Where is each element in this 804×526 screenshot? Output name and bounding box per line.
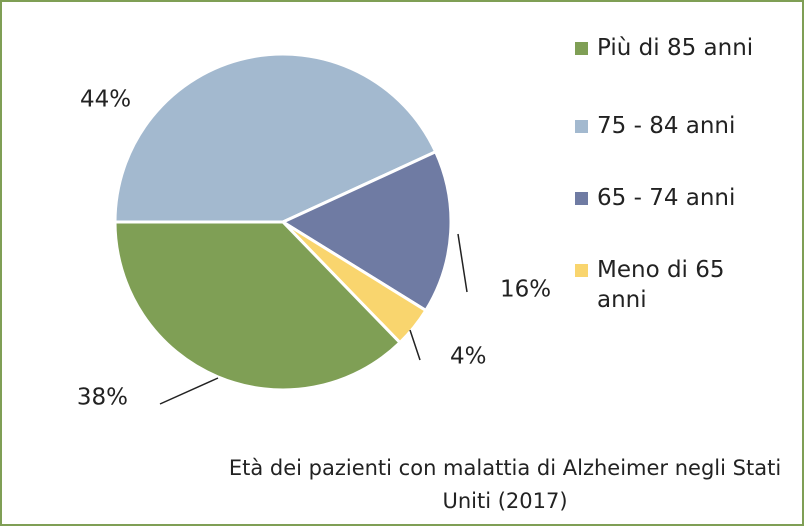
legend-item: Meno di 65 anni [575, 255, 747, 315]
leader-line [457, 233, 468, 293]
pie-slice [113, 220, 403, 392]
legend-swatch [575, 42, 588, 55]
data-label: 4% [450, 344, 487, 370]
legend-item: Più di 85 anni [575, 33, 797, 63]
pie-slice [113, 52, 438, 224]
legend-item: 75 - 84 anni [575, 111, 797, 141]
chart-title: Età dei pazienti con malattia di Alzheim… [228, 456, 782, 513]
legend-label: Più di 85 anni [597, 35, 754, 61]
pie-slice [279, 149, 453, 313]
legend-label: 65 - 74 anni [597, 185, 736, 211]
legend-label: 75 - 84 anni [597, 113, 736, 139]
legend-swatch [575, 264, 588, 277]
legend-swatch [575, 192, 588, 205]
legend-item: 65 - 74 anni [575, 183, 797, 213]
data-label: 16% [500, 277, 551, 303]
legend-label: Meno di 65 anni [597, 257, 725, 313]
legend-swatch [575, 120, 588, 133]
leader-line [159, 377, 219, 405]
leader-line [409, 329, 421, 361]
data-label: 38% [77, 385, 128, 411]
data-label: 44% [80, 87, 131, 113]
